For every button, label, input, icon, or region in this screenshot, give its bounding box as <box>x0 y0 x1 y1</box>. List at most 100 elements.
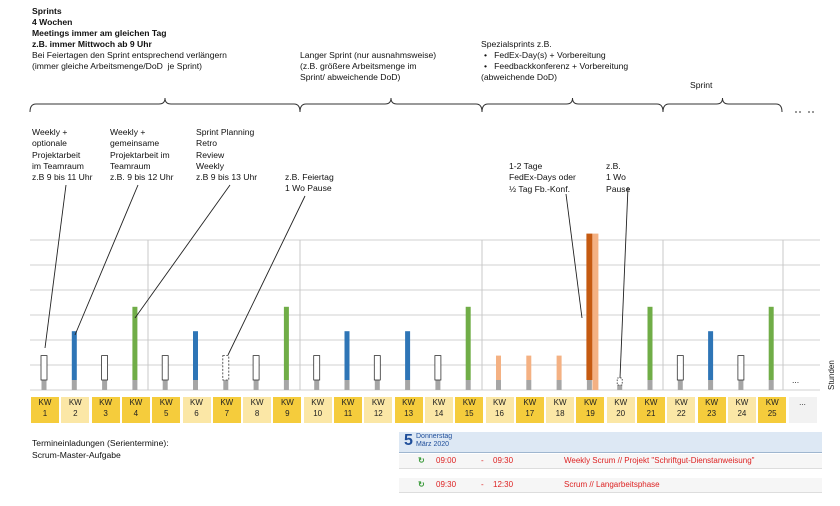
week-prefix: KW <box>220 398 234 407</box>
orange-bar <box>586 233 593 380</box>
week-cell: KW 14 <box>424 397 453 423</box>
week-number: 22 <box>676 409 686 418</box>
sprint-brace <box>662 97 783 113</box>
peach-bar <box>496 355 501 380</box>
green-bar <box>132 306 138 380</box>
recurrence-icon: ↻ <box>418 456 425 465</box>
week-prefix: KW <box>735 398 749 407</box>
week-cell: KW 2 <box>61 397 90 423</box>
weekly-bar <box>313 355 321 381</box>
week-number: 13 <box>404 409 414 418</box>
weekly-bar <box>737 355 745 381</box>
long-sprint-title: Langer Sprint (nur ausnahmsweise) <box>300 50 437 60</box>
base-block <box>344 380 350 390</box>
week-number: 2 <box>73 409 78 418</box>
base-block <box>162 380 168 390</box>
week-number: 7 <box>224 409 230 418</box>
week-cell: KW 25 <box>758 397 787 423</box>
blue-bar <box>344 331 350 380</box>
base-block <box>71 380 77 390</box>
special-sprint-note: (abweichende DoD) <box>481 72 557 82</box>
weekly-bar <box>676 355 684 381</box>
weekly-bar <box>101 355 108 381</box>
week-prefix: KW <box>341 398 355 407</box>
week-prefix: KW <box>765 398 779 407</box>
week-cell: KW 24 <box>727 397 756 423</box>
calendar-entry[interactable]: ↻ 09:30 - 12:30 Scrum // Langarbeitsphas… <box>399 478 822 493</box>
green-bar <box>768 306 774 380</box>
week-cell: KW 7 <box>212 397 241 423</box>
annotation-holiday: z.B. Feiertag 1 Wo Pause <box>285 172 334 194</box>
week-number: 9 <box>285 409 290 418</box>
week-cell: ... <box>788 397 817 423</box>
blue-bar <box>193 331 198 380</box>
week-number: 1 <box>42 409 48 418</box>
annotation-weekly-joint: Weekly + gemeinsame Projektarbeit im Tea… <box>110 127 174 183</box>
week-cell: KW 21 <box>637 397 665 423</box>
peach-bar <box>592 233 599 390</box>
week-prefix: KW <box>674 398 688 407</box>
leader-line <box>74 184 139 336</box>
week-prefix: KW <box>705 398 719 407</box>
more-marker: ... <box>792 375 800 385</box>
blue-bar <box>708 331 714 380</box>
pause-bar <box>616 377 623 386</box>
footer-scrum-master: Scrum-Master-Aufgabe <box>32 450 121 460</box>
subtitle-duration: 4 Wochen <box>32 17 73 27</box>
week-prefix: KW <box>99 398 113 407</box>
base-block <box>223 380 229 390</box>
week-prefix: KW <box>250 398 264 407</box>
chart-bars <box>40 233 774 390</box>
week-cell: KW 12 <box>364 397 393 423</box>
base-block <box>405 380 411 390</box>
week-cell: KW 18 <box>546 397 575 423</box>
sprint-brace <box>299 97 483 113</box>
week-prefix: KW <box>493 398 506 407</box>
week-number: 18 <box>555 409 565 418</box>
calendar-weekday: Donnerstag <box>416 433 453 440</box>
week-cell: KW 4 <box>121 397 150 423</box>
note-workload: (immer gleiche Arbeitsmenge/DoD je Sprin… <box>32 61 203 71</box>
week-prefix: KW <box>68 398 82 407</box>
week-prefix: KW <box>159 398 173 407</box>
special-bullet-1: • FedEx-Day(s) + Vorbereitung <box>484 50 606 60</box>
footer-invitations: Termineinladungen (Serientermine): <box>32 438 169 448</box>
calendar-entry[interactable]: ↻ 09:00 - 09:30 Weekly Scrum // Projekt … <box>399 454 822 469</box>
week-prefix: KW <box>553 398 567 407</box>
calendar-day: 5 <box>404 432 413 449</box>
base-block <box>647 380 653 390</box>
annotation-fedex: 1-2 Tage FedEx-Days oder ½ Tag Fb.-Konf. <box>509 161 576 194</box>
week-number: 19 <box>585 409 595 418</box>
green-bar <box>647 306 653 380</box>
week-cell: KW 20 <box>606 397 635 423</box>
weekly-bar <box>252 355 260 381</box>
week-cell: KW 23 <box>697 397 726 423</box>
weekly-bar <box>40 355 48 381</box>
long-sprint-line2: (z.B. größere Arbeitsmenge im <box>300 61 417 71</box>
base-block <box>586 380 592 390</box>
week-prefix: KW <box>462 398 476 407</box>
week-cell: KW 11 <box>334 397 362 423</box>
week-number: 16 <box>495 409 504 418</box>
week-cell: KW 10 <box>303 397 332 423</box>
week-number: 5 <box>163 409 169 418</box>
week-number: 25 <box>767 409 777 418</box>
base-block <box>102 380 108 390</box>
note-holidays: Bei Feiertagen den Sprint entsprechend v… <box>32 50 227 60</box>
week-number: 15 <box>464 409 474 418</box>
week-cell: KW 17 <box>515 397 544 423</box>
entry-start: 09:30 <box>436 480 457 489</box>
base-block <box>708 380 714 390</box>
week-prefix: KW <box>38 398 52 407</box>
annotation-sprint-planning: Sprint Planning Retro Review Weekly z.B … <box>196 127 258 183</box>
special-sprint-title: Spezialsprints z.B. <box>481 39 552 49</box>
entry-start: 09:00 <box>436 456 457 465</box>
week-prefix: KW <box>402 398 416 407</box>
entry-dash: - <box>481 456 484 465</box>
week-number: 8 <box>254 409 260 418</box>
weekly-bar <box>434 355 442 381</box>
week-cell: KW 22 <box>667 397 696 423</box>
annotation-weekly-optional: Weekly + optionale Projektarbeit im Team… <box>32 127 93 183</box>
week-number: 11 <box>343 409 353 418</box>
